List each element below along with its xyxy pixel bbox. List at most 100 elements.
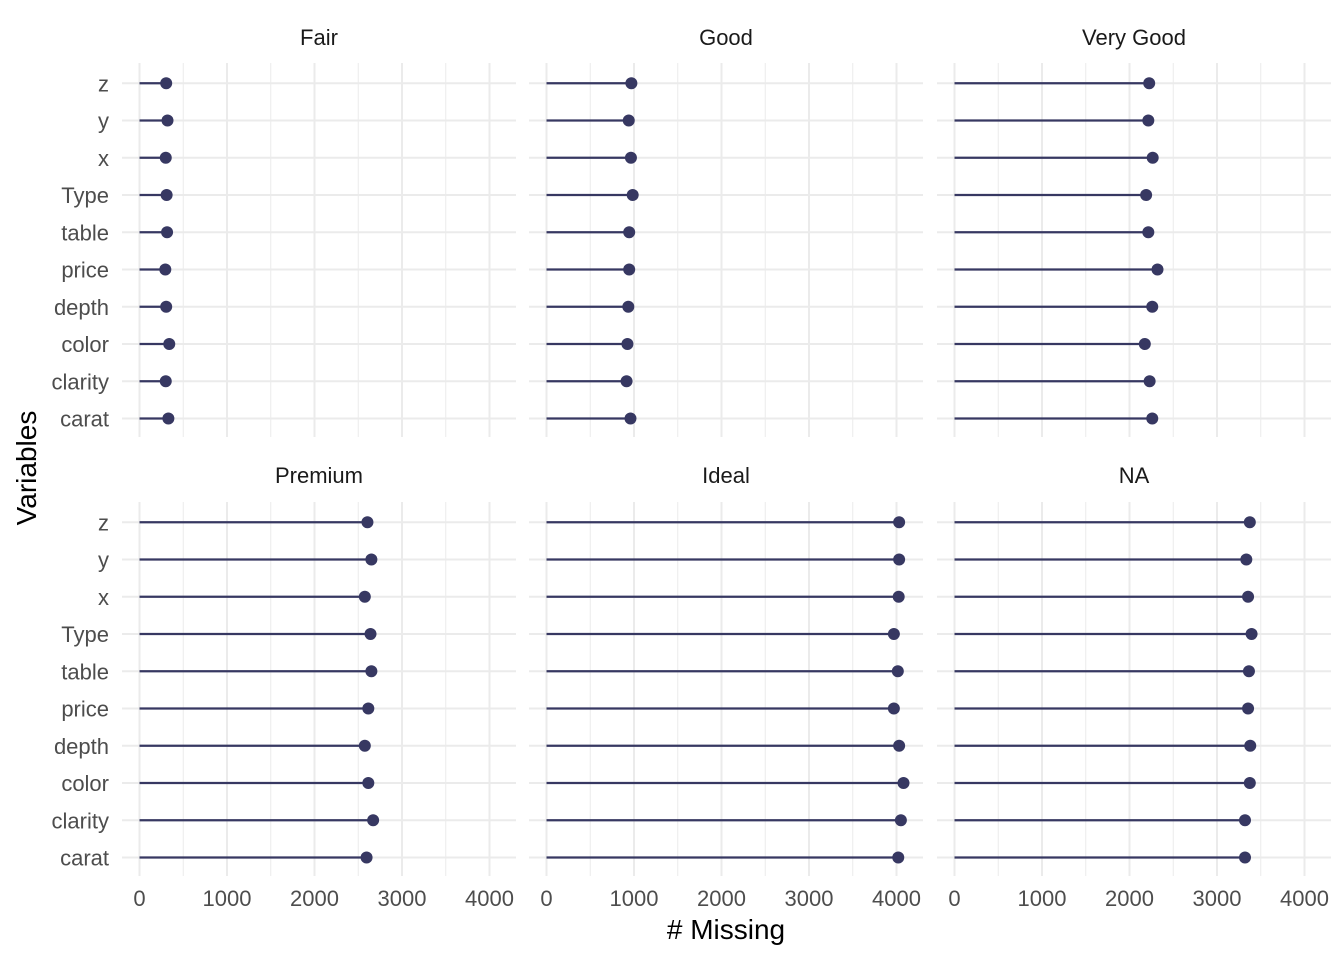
lollipop-point <box>893 516 906 529</box>
x-tick-label: 1000 <box>1018 886 1067 911</box>
lollipop-point <box>362 777 375 789</box>
lollipop-point <box>1138 338 1151 350</box>
lollipop-point <box>1242 702 1255 715</box>
lollipop-point <box>358 739 371 752</box>
lollipop-point <box>622 114 635 127</box>
lollipop-point <box>364 628 377 640</box>
y-tick-label: table <box>61 659 109 684</box>
lollipop-point <box>159 263 172 276</box>
x-tick-label: 3000 <box>378 886 427 911</box>
lollipop-point <box>1242 590 1255 603</box>
y-tick-label: clarity <box>52 808 109 833</box>
x-tick-label: 3000 <box>1193 886 1242 911</box>
lollipop-point <box>891 665 904 678</box>
y-tick-label: carat <box>60 846 109 871</box>
facet-title-na: NA <box>1119 463 1150 488</box>
x-tick-label: 1000 <box>203 886 252 911</box>
y-tick-label: color <box>61 771 109 796</box>
lollipop-point <box>1242 665 1255 678</box>
lollipop-point <box>160 189 173 201</box>
lollipop-point <box>161 226 174 239</box>
lollipop-point <box>160 300 173 313</box>
x-tick-label: 0 <box>133 886 145 911</box>
marks-layer <box>139 77 1258 864</box>
lollipop-point <box>161 114 174 127</box>
y-tick-label: depth <box>54 295 109 320</box>
x-tick-label: 2000 <box>697 886 746 911</box>
y-tick-label: y <box>98 548 109 573</box>
y-tick-label: clarity <box>52 369 109 394</box>
y-axis-title: Variables <box>11 411 42 526</box>
lollipop-point <box>623 226 636 239</box>
lollipop-point <box>1146 412 1159 425</box>
lollipop-point <box>1243 516 1256 529</box>
x-axis-title: # Missing <box>667 914 785 945</box>
lollipop-point <box>1146 300 1159 313</box>
lollipop-point <box>1143 375 1156 388</box>
lollipop-point <box>620 375 633 388</box>
lollipop-point <box>160 77 173 90</box>
lollipop-point <box>624 151 637 164</box>
y-tick-label: color <box>61 332 109 357</box>
lollipop-point <box>362 702 375 715</box>
lollipop-point <box>887 702 900 715</box>
lollipop-point <box>893 553 906 566</box>
lollipop-point <box>1140 189 1153 201</box>
lollipop-point <box>163 338 176 350</box>
x-tick-label: 4000 <box>872 886 921 911</box>
lollipop-point <box>1239 814 1251 827</box>
x-tick-label: 0 <box>540 886 552 911</box>
lollipop-point <box>1244 739 1257 752</box>
facet-title-fair: Fair <box>300 25 338 50</box>
lollipop-point <box>1142 226 1155 239</box>
lollipop-point <box>622 300 635 313</box>
y-tick-label: price <box>61 697 109 722</box>
lollipop-point <box>358 590 371 603</box>
lollipop-point <box>624 412 637 425</box>
text-layer: # Missing Variables Fair carat clarity colo… <box>11 25 1329 945</box>
facet-title-good: Good <box>699 25 753 50</box>
x-tick-label: 0 <box>948 886 960 911</box>
facet-title-ideal: Ideal <box>702 463 750 488</box>
lollipop-point <box>621 338 634 350</box>
lollipop-point <box>625 77 638 90</box>
x-tick-label: 1000 <box>610 886 659 911</box>
y-tick-label: price <box>61 258 109 283</box>
lollipop-point <box>1143 77 1156 90</box>
y-tick-label: carat <box>60 407 109 432</box>
lollipop-point <box>159 151 172 164</box>
y-tick-label: Type <box>61 183 109 208</box>
lollipop-point <box>1240 553 1253 566</box>
y-tick-label: x <box>98 585 109 610</box>
lollipop-point <box>626 189 639 201</box>
lollipop-point <box>162 412 175 425</box>
facet-title-premium: Premium <box>275 463 363 488</box>
x-tick-label: 4000 <box>1280 886 1329 911</box>
lollipop-point <box>897 777 910 789</box>
lollipop-point <box>365 553 378 566</box>
y-tick-label: z <box>98 71 109 96</box>
x-tick-label: 2000 <box>290 886 339 911</box>
lollipop-point <box>361 516 374 529</box>
y-tick-label: y <box>98 109 109 134</box>
facet-title-very-good: Very Good <box>1082 25 1186 50</box>
lollipop-point <box>892 590 905 603</box>
lollipop-point <box>892 851 905 864</box>
lollipop-point <box>159 375 172 388</box>
y-tick-label: x <box>98 146 109 171</box>
lollipop-point <box>1146 151 1159 164</box>
y-tick-label: table <box>61 220 109 245</box>
lollipop-point <box>894 814 907 827</box>
lollipop-point <box>1239 851 1251 864</box>
lollipop-point <box>360 851 373 864</box>
lollipop-point <box>887 628 900 640</box>
lollipop-point <box>893 739 906 752</box>
lollipop-point <box>623 263 636 276</box>
x-tick-label: 4000 <box>465 886 514 911</box>
y-tick-label: depth <box>54 734 109 759</box>
y-tick-label: z <box>98 510 109 535</box>
x-tick-label: 3000 <box>785 886 834 911</box>
lollipop-point <box>1245 628 1258 640</box>
